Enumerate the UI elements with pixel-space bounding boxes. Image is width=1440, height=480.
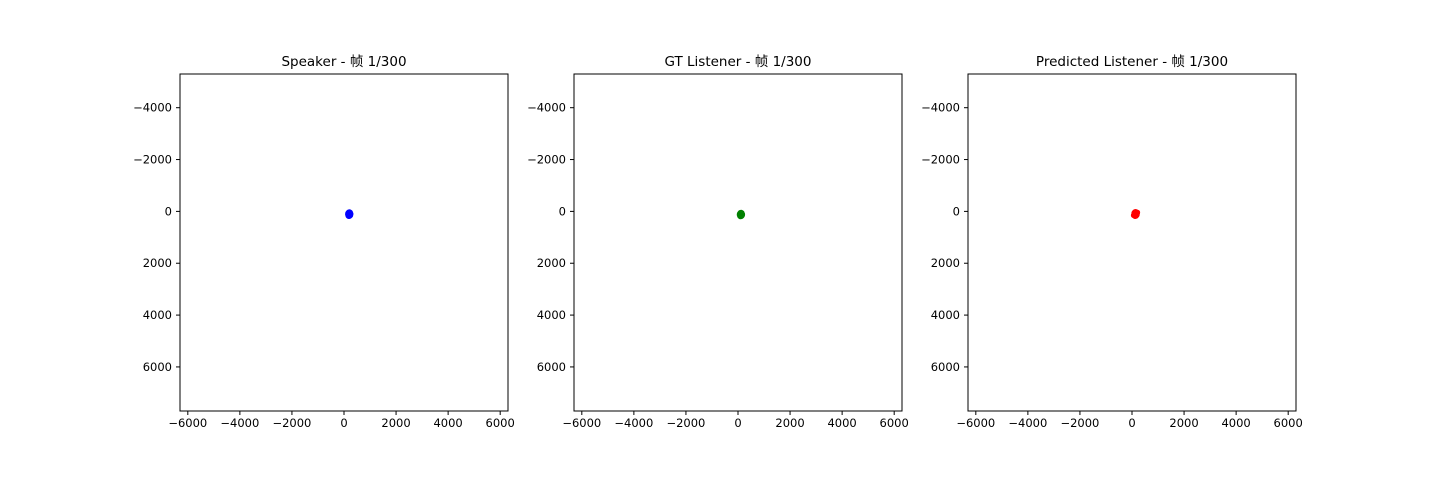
x-tick-label: −6000 (562, 416, 601, 430)
y-tick-label: −2000 (921, 153, 960, 167)
data-point (1134, 209, 1141, 216)
data-point (1130, 212, 1137, 218)
y-tick-label: −2000 (133, 153, 172, 167)
y-tick-label: 4000 (143, 308, 172, 322)
x-tick-label: −6000 (168, 416, 207, 430)
y-tick-label: 0 (165, 204, 172, 218)
x-tick-label: 6000 (486, 416, 515, 430)
y-tick-label: 4000 (931, 308, 960, 322)
x-tick-label: −2000 (666, 416, 705, 430)
y-tick-label: 6000 (143, 360, 172, 374)
predicted-listener-title: Predicted Listener - 帧 1/300 (1036, 54, 1228, 70)
gt-listener-title: GT Listener - 帧 1/300 (665, 54, 812, 70)
y-tick-label: 2000 (537, 256, 566, 270)
x-tick-label: 4000 (1221, 416, 1250, 430)
axes-frame (573, 73, 903, 412)
y-tick-label: 4000 (537, 308, 566, 322)
x-tick-label: 6000 (880, 416, 909, 430)
x-tick-label: −2000 (1060, 416, 1099, 430)
speaker-panel: Speaker - 帧 1/300 −6000 −4000 −2000 0 2000 40… (133, 54, 515, 430)
y-tick-label: 6000 (931, 360, 960, 374)
y-tick-label: −4000 (133, 101, 172, 115)
y-tick-label: 2000 (143, 256, 172, 270)
x-tick-label: −4000 (1008, 416, 1047, 430)
y-tick-label: 6000 (537, 360, 566, 374)
y-tick-label: 2000 (931, 256, 960, 270)
x-tick-label: −6000 (956, 416, 995, 430)
x-tick-label: 2000 (1169, 416, 1198, 430)
x-tick-label: 0 (1128, 416, 1135, 430)
x-tick-label: 0 (734, 416, 741, 430)
axes-frame (967, 73, 1297, 412)
y-tick-label: −4000 (527, 101, 566, 115)
x-tick-label: 4000 (433, 416, 462, 430)
y-tick-label: 0 (559, 204, 566, 218)
predicted-listener-panel: Predicted Listener - 帧 1/300 −6000 −4000−… (921, 54, 1303, 430)
axes-frame (179, 73, 509, 412)
x-tick-label: −2000 (272, 416, 311, 430)
data-point (346, 212, 353, 218)
x-tick-label: 6000 (1274, 416, 1303, 430)
x-tick-label: 2000 (775, 416, 804, 430)
y-tick-label: −4000 (921, 101, 960, 115)
x-tick-label: 2000 (381, 416, 410, 430)
y-tick-label: 0 (953, 204, 960, 218)
x-tick-label: 4000 (827, 416, 856, 430)
speaker-title: Speaker - 帧 1/300 (281, 54, 406, 70)
x-tick-label: −4000 (220, 416, 259, 430)
gt-listener-panel: GT Listener - 帧 1/300 −6000 −4000 −2000 0 20… (527, 54, 909, 430)
x-tick-label: −4000 (614, 416, 653, 430)
x-tick-label: 0 (340, 416, 347, 430)
data-point (738, 212, 744, 219)
y-tick-label: −2000 (527, 153, 566, 167)
